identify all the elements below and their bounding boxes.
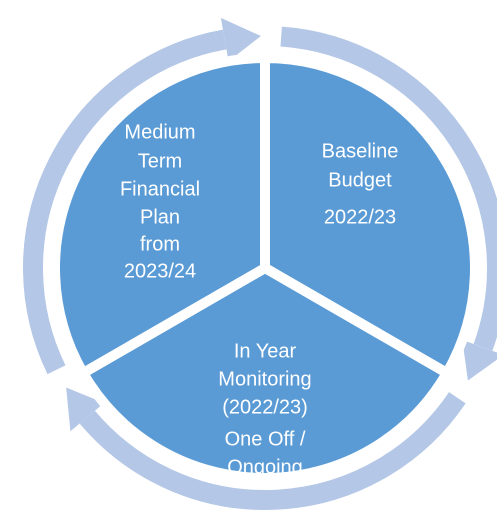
ring-arc (23, 29, 227, 375)
segment-sublabel: One Off / (225, 428, 306, 450)
ring-arrowhead (66, 387, 105, 432)
ring-arrowhead (220, 17, 261, 62)
segment-label: In Year (234, 340, 297, 362)
ring-arc (280, 26, 497, 351)
segment-label: Baseline (322, 140, 399, 162)
segment-label: Financial (120, 178, 200, 200)
ring-arrowhead (462, 339, 497, 381)
segment-label: Term (138, 150, 182, 172)
segment-label: Medium (124, 121, 195, 143)
segment (50, 52, 270, 380)
cycle-pie (50, 52, 480, 483)
cycle-ring (23, 17, 497, 510)
segment-label: from (140, 233, 180, 255)
segment (76, 262, 454, 483)
segment-sublabel: Ongoing (227, 456, 303, 478)
labels: Baseline Budget 2022/23 In Year Monitoring (2… (120, 121, 398, 478)
ring-arc (79, 392, 466, 510)
segment-sublabel: 2022/23 (324, 206, 396, 228)
segment-label: Budget (328, 169, 392, 191)
segment-label: (2022/23) (222, 396, 308, 418)
segment-label: 2023/24 (124, 260, 196, 282)
segment-label: Monitoring (218, 368, 311, 390)
segment-label: Plan (140, 206, 180, 228)
